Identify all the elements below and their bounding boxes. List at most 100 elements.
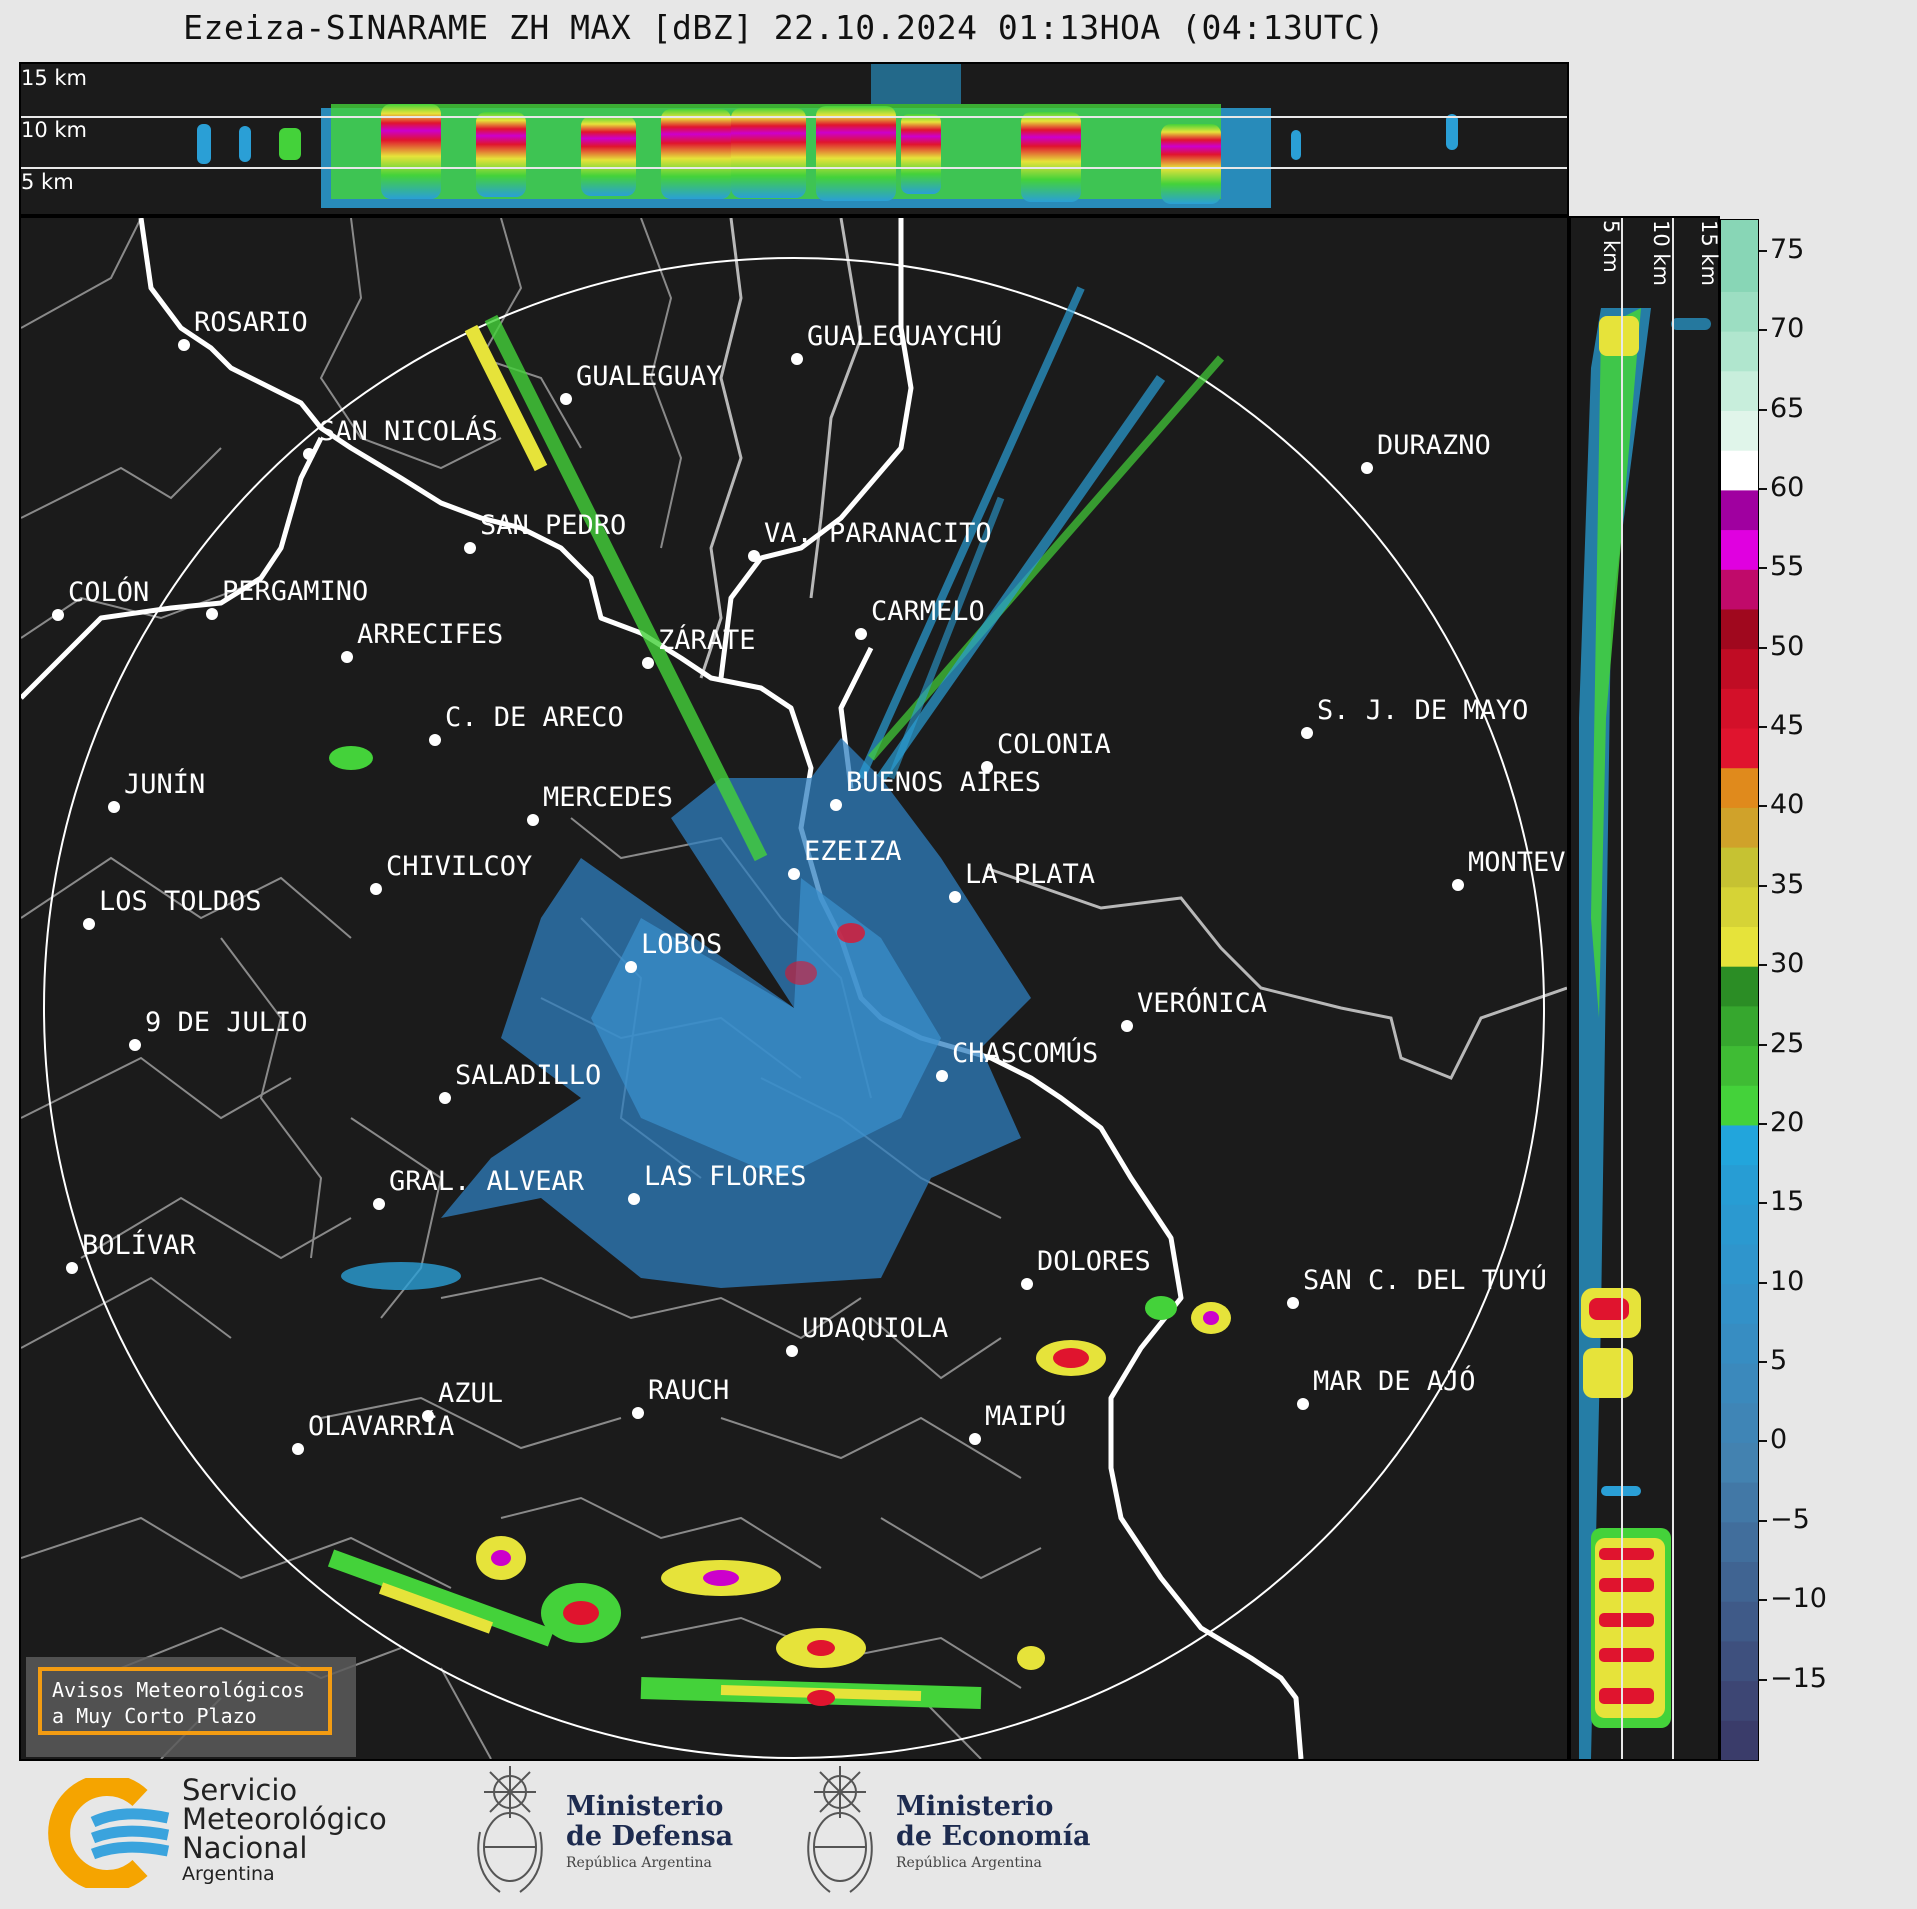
city-label: LOS TOLDOS [99, 886, 262, 917]
city-marker [66, 1262, 78, 1274]
city-marker [439, 1092, 451, 1104]
colorbar-tick-mark [1759, 1440, 1767, 1443]
colorbar-band [1721, 1283, 1758, 1324]
colorbar-tick-label: −5 [1770, 1503, 1810, 1535]
city-marker [373, 1198, 385, 1210]
colorbar-band [1721, 569, 1758, 610]
city-label: MAR DE AJÓ [1313, 1365, 1476, 1397]
radar-echoes [327, 286, 1231, 1709]
colorbar-band [1721, 529, 1758, 570]
city-marker [52, 609, 64, 621]
top-5km-label: 5 km [21, 170, 74, 194]
colorbar-band [1721, 1521, 1758, 1563]
colorbar-band [1721, 648, 1758, 689]
colorbar-tick-mark [1759, 1678, 1767, 1681]
river-lines [699, 218, 1567, 1080]
city-label: ROSARIO [194, 307, 308, 338]
city-label: CARMELO [871, 596, 985, 627]
city-marker [981, 761, 993, 773]
colorbar-band [1721, 1085, 1758, 1126]
colorbar-tick-label: 0 [1770, 1424, 1788, 1456]
city-label: EZEIZA [804, 836, 902, 867]
city-marker [791, 353, 803, 365]
colorbar-band [1721, 926, 1758, 967]
city-label: DOLORES [1037, 1246, 1151, 1277]
colorbar-tick-label: 50 [1770, 630, 1805, 662]
city-label: GRAL. ALVEAR [389, 1166, 585, 1197]
colorbar-tick-label: 70 [1770, 313, 1805, 345]
colorbar-band [1721, 1363, 1758, 1404]
city-label: JUNÍN [124, 768, 205, 800]
city-marker [527, 814, 539, 826]
colorbar-tick-label: 45 [1770, 710, 1805, 742]
city-label: GUALEGUAY [576, 361, 722, 392]
city-marker [1021, 1278, 1033, 1290]
colorbar-band [1721, 1005, 1758, 1047]
colorbar-tick-mark [1759, 329, 1767, 332]
economia-coat-of-arms-icon [807, 1766, 873, 1893]
city-label: VA. PARANACITO [764, 518, 992, 549]
city-label: SAN PEDRO [480, 510, 626, 541]
city-label: UDAQUIOLA [802, 1313, 948, 1344]
city-marker [108, 801, 120, 813]
city-marker [625, 961, 637, 973]
colorbar-tick-mark [1759, 487, 1767, 490]
city-label: COLÓN [68, 576, 149, 608]
colorbar-tick-label: 20 [1770, 1106, 1805, 1138]
colorbar-tick-mark [1759, 1202, 1767, 1205]
city-marker [206, 608, 218, 620]
smn-name-1: Servicio [182, 1773, 298, 1807]
city-marker [786, 1345, 798, 1357]
colorbar-tick-mark [1759, 1599, 1767, 1602]
city-marker [936, 1070, 948, 1082]
defensa-line-1: Ministerio [566, 1791, 724, 1822]
city-marker [178, 339, 190, 351]
colorbar-band [1721, 807, 1758, 848]
defensa-coat-of-arms-icon [477, 1766, 543, 1893]
warning-line-2: a Muy Corto Plazo [52, 1704, 257, 1728]
warning-link[interactable]: Avisos Meteorológicos a Muy Corto Plazo [38, 1667, 332, 1735]
colorbar-band [1721, 1482, 1758, 1523]
city-marker [303, 448, 315, 460]
city-marker [969, 1433, 981, 1445]
colorbar-band [1721, 1442, 1758, 1483]
colorbar-tick-mark [1759, 1043, 1767, 1046]
colorbar-band [1721, 1601, 1758, 1642]
colorbar-band [1721, 1164, 1758, 1205]
colorbar-tick-label: 10 [1770, 1265, 1805, 1297]
colorbar-band [1721, 410, 1758, 451]
city-marker [1287, 1297, 1299, 1309]
page-title: Ezeiza-SINARAME ZH MAX [dBZ] 22.10.2024 … [183, 8, 1385, 47]
city-marker [560, 393, 572, 405]
colorbar-tick-mark [1759, 964, 1767, 967]
city-marker [1301, 727, 1313, 739]
city-marker [855, 628, 867, 640]
side-10km-line [1672, 218, 1674, 1759]
colorbar-band [1721, 1204, 1758, 1245]
city-marker [1121, 1020, 1133, 1032]
warning-box[interactable]: Avisos Meteorológicos a Muy Corto Plazo [26, 1657, 356, 1757]
city-marker [632, 1407, 644, 1419]
city-marker [370, 883, 382, 895]
top-10km-line [21, 116, 1567, 118]
top-cross-section-panel: 15 km 10 km 5 km [19, 62, 1569, 216]
city-label: C. DE ARECO [445, 702, 624, 733]
radar-map: ROSARIO GUALEGUAYCHÚ GUALEGUAY SAN NICOLÁS D… [21, 218, 1567, 1759]
colorbar-tick-label: 40 [1770, 789, 1805, 821]
colorbar-tick-label: 15 [1770, 1186, 1805, 1218]
city-label: BUENOS AIRES [846, 767, 1041, 798]
smn-name-3: Nacional [182, 1831, 308, 1865]
city-marker [1297, 1398, 1309, 1410]
city-marker [292, 1443, 304, 1455]
colorbar-tick-mark [1759, 646, 1767, 649]
city-label: VERÓNICA [1137, 987, 1267, 1019]
city-marker [748, 550, 760, 562]
smn-logo-icon [48, 1778, 170, 1888]
economia-line-1: Ministerio [896, 1791, 1054, 1822]
colorbar-tick-label: 75 [1770, 233, 1805, 265]
colorbar-tick-label: 25 [1770, 1027, 1805, 1059]
side-5km-label: 5 km [1599, 220, 1623, 273]
city-label: S. J. DE MAYO [1317, 695, 1528, 726]
city-label: SAN C. DEL TUYÚ [1303, 1264, 1547, 1296]
defensa-line-3: República Argentina [566, 1855, 712, 1871]
